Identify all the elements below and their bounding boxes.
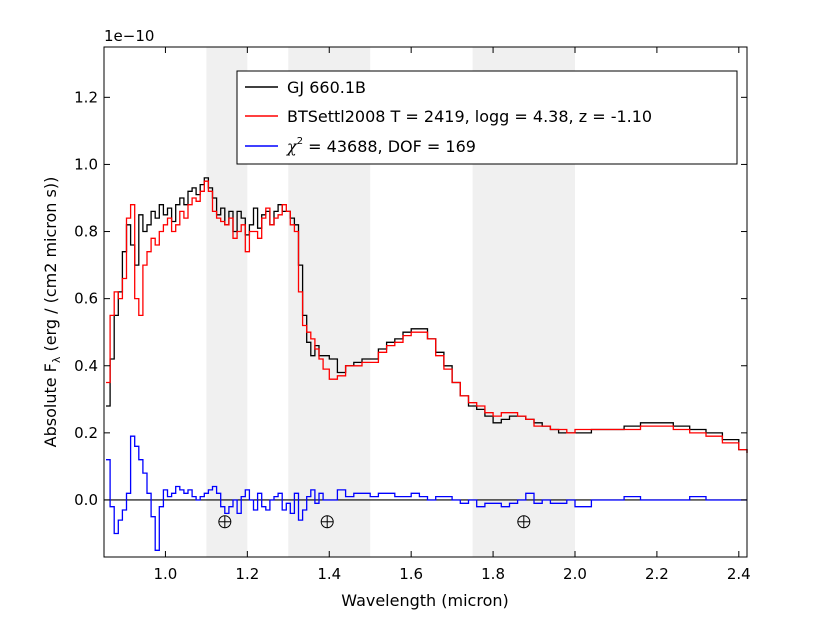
plot-frame [103, 46, 748, 558]
y-axis-label-sub: λ [50, 356, 63, 363]
y-tick-label-1: 0.2 [74, 424, 98, 442]
y-axis-label-main: Absolute F [41, 363, 60, 447]
telluric-marker-1 [320, 515, 334, 529]
y-tick-label-4: 0.8 [74, 223, 98, 241]
telluric-markers [218, 515, 531, 529]
y-axis-label: Absolute Fλ (erg / (cm2 micron s)) [41, 177, 63, 448]
x-tick-label-0: 1.0 [154, 565, 178, 583]
legend-label-gj: GJ 660.1B [287, 78, 366, 97]
y-tick-label-3: 0.6 [74, 290, 98, 308]
x-tick-label-5: 2.0 [563, 565, 587, 583]
legend-label-model: BTSettl2008 T = 2419, logg = 4.38, z = -… [287, 107, 652, 126]
legend-chi-rest: = 43688, DOF = 169 [303, 137, 476, 156]
y-ticks: 0.0 0.2 0.4 0.6 0.8 1.0 1.2 [74, 88, 747, 509]
x-tick-label-1: 1.2 [235, 565, 259, 583]
series-line-2 [106, 435, 747, 551]
y-axis-label-rest: (erg / (cm2 micron s)) [41, 177, 60, 357]
x-axis-label: Wavelength (micron) [341, 591, 508, 610]
telluric-marker-2 [517, 515, 531, 529]
series-lines [106, 177, 748, 551]
x-tick-label-6: 2.2 [645, 565, 669, 583]
y-tick-label-6: 1.2 [74, 88, 98, 106]
x-tick-label-4: 1.8 [481, 565, 505, 583]
y-tick-label-5: 1.0 [74, 155, 98, 173]
y-tick-label-2: 0.4 [74, 357, 98, 375]
series-line-0 [106, 177, 748, 453]
legend-chi-symbol: χ [286, 137, 298, 156]
x-ticks: 1.0 1.2 1.4 1.6 1.8 2.0 2.2 2.4 [154, 47, 751, 583]
x-tick-label-7: 2.4 [727, 565, 751, 583]
y-tick-label-0: 0.0 [74, 491, 98, 509]
series-line-1 [106, 180, 748, 453]
legend-label-chi2: χ2 = 43688, DOF = 169 [286, 136, 476, 156]
telluric-marker-0 [218, 515, 232, 529]
legend-box [236, 70, 738, 165]
legend-chi-sup: 2 [297, 136, 303, 147]
x-tick-label-3: 1.6 [399, 565, 423, 583]
x-tick-label-2: 1.4 [317, 565, 341, 583]
legend: GJ 660.1B BTSettl2008 T = 2419, logg = 4… [236, 70, 738, 165]
offset-text: 1e−10 [104, 27, 154, 45]
